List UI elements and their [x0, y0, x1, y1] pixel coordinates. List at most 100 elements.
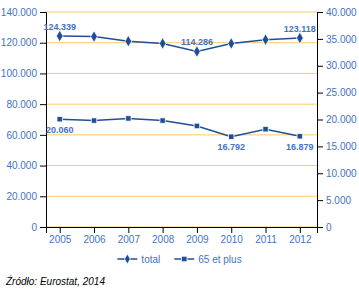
tick-label: 10.000 [326, 168, 357, 179]
tick-label: 35.000 [326, 34, 357, 45]
tick-label: 2010 [221, 234, 244, 245]
tick-mark [317, 146, 323, 147]
tick-mark [300, 227, 301, 233]
tick-mark [40, 227, 46, 228]
tick-mark [60, 227, 61, 233]
tick: 20.000 [317, 114, 357, 125]
tick: 10.000 [317, 168, 357, 179]
tick-label: 2008 [152, 234, 175, 245]
tick: 2005 [49, 227, 72, 245]
source: Źródło: Eurostat, 2014 [5, 275, 105, 287]
legend-marker [124, 254, 130, 264]
plot: 20052006200720082009201020112012020.0004… [1, 7, 357, 245]
tick: 2010 [221, 227, 244, 245]
tick-label: 2009 [186, 234, 209, 245]
marker [159, 38, 166, 50]
tick-label: 2006 [83, 234, 106, 245]
x-axis: 20052006200720082009201020112012 [47, 227, 318, 245]
axis-line [318, 13, 324, 228]
tick: 120.000 [1, 37, 46, 48]
tick: 25.000 [317, 87, 357, 98]
tick-mark [317, 227, 323, 228]
tick-label: 2005 [49, 234, 72, 245]
marker [194, 123, 199, 128]
tick-label: 40.000 [326, 7, 357, 18]
tick-mark [231, 227, 232, 233]
tick-mark [317, 93, 323, 94]
annotation: 16.879 [286, 142, 314, 152]
tick-mark [317, 120, 323, 121]
tick-mark [163, 227, 164, 233]
axis-line [47, 228, 318, 234]
tick-mark [317, 200, 323, 201]
tick-label: 120.000 [1, 37, 38, 48]
tick-label: 25.000 [326, 87, 357, 98]
marker [57, 116, 62, 121]
tick: 100.000 [1, 68, 46, 79]
tick-mark [40, 43, 46, 44]
tick-label: 2011 [255, 234, 277, 245]
legend-label: 65 et plus [198, 254, 241, 265]
marker [126, 116, 131, 121]
annotation: 16.792 [217, 142, 245, 152]
grid-line [46, 196, 317, 197]
series-line [60, 118, 300, 136]
tick-mark [128, 227, 129, 233]
tick: 80.000 [6, 99, 46, 110]
tick: 0 [31, 222, 46, 233]
tick-mark [317, 66, 323, 67]
tick-label: 2007 [118, 234, 141, 245]
tick: 0 [317, 222, 332, 233]
marker [91, 118, 96, 123]
legend-marker [182, 256, 187, 261]
marker [91, 31, 98, 43]
tick: 140.000 [1, 7, 46, 18]
tick: 2007 [118, 227, 141, 245]
tick-label: 20.000 [6, 191, 37, 202]
y-axis: 020.00040.00060.00080.000100.000120.0001… [1, 7, 47, 233]
tick: 40.000 [317, 7, 357, 18]
marker [229, 134, 234, 139]
marker [297, 134, 302, 139]
tick-mark [317, 173, 323, 174]
tick-mark [40, 135, 46, 136]
tick-mark [317, 12, 323, 13]
legend-label: total [141, 254, 160, 265]
legend-item: total [117, 254, 160, 265]
grid-line [46, 73, 317, 74]
tick-label: 0 [326, 222, 332, 233]
annotation: 124.339 [43, 22, 76, 32]
tick: 2008 [152, 227, 175, 245]
tick-mark [40, 12, 46, 13]
annotations: 124.339114.286123.11820.06016.79216.879 [43, 22, 315, 152]
tick-label: 60.000 [6, 130, 37, 141]
tick-label: 0 [31, 222, 37, 233]
marker [160, 118, 165, 123]
marker [262, 34, 269, 46]
marker [263, 126, 268, 131]
legend-item: 65 et plus [174, 254, 241, 265]
tick-mark [266, 227, 267, 233]
tick-label: 30.000 [326, 60, 357, 71]
legend: total 65 et plus [117, 254, 241, 265]
tick-label: 100.000 [1, 68, 38, 79]
tick: 2006 [83, 227, 106, 245]
tick-mark [40, 166, 46, 167]
tick-label: 140.000 [1, 7, 38, 18]
tick-label: 20.000 [326, 114, 357, 125]
tick: 5.000 [317, 195, 351, 206]
annotation: 114.286 [181, 37, 213, 47]
axis-line [40, 13, 47, 228]
chart: 20052006200720082009201020112012020.0004… [0, 0, 359, 291]
tick-label: 15.000 [326, 141, 357, 152]
tick: 20.000 [6, 191, 46, 202]
tick: 2011 [255, 227, 277, 245]
marker [228, 38, 235, 50]
grid-line [46, 12, 317, 13]
tick: 30.000 [317, 60, 357, 71]
grid-line [46, 104, 317, 105]
annotation: 123.118 [284, 24, 316, 34]
grid-line [46, 134, 317, 135]
tick: 2009 [186, 227, 209, 245]
grid-line [46, 165, 317, 166]
